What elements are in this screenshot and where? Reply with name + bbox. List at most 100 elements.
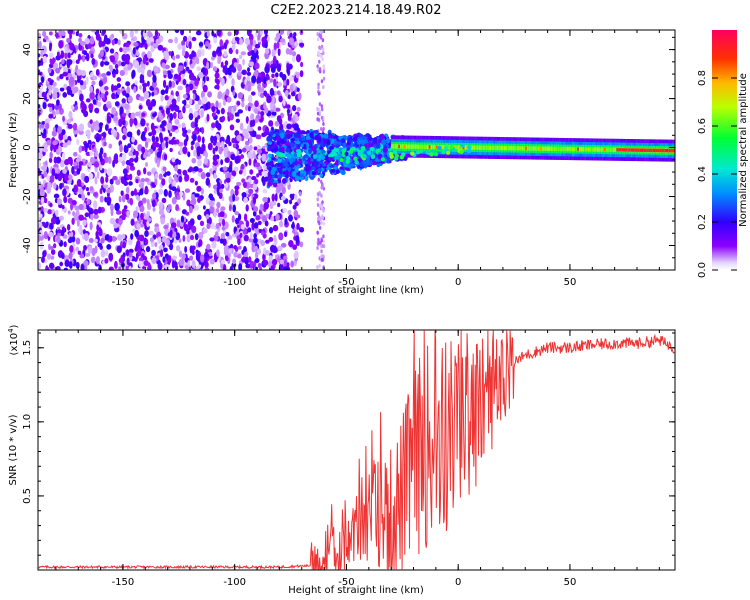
heatmap-cell — [188, 72, 195, 81]
heatmap-cell — [104, 86, 109, 91]
heatmap-cell — [150, 98, 157, 107]
heatmap-cell — [137, 65, 142, 73]
heatmap-cell — [317, 50, 320, 55]
heatmap-cell — [69, 32, 72, 40]
heatmap-cell — [415, 149, 421, 155]
heatmap-cell — [194, 117, 199, 124]
heatmap-cell — [401, 152, 406, 157]
heatmap-cell — [142, 56, 147, 65]
heatmap-cell — [64, 46, 68, 54]
heatmap-cell — [232, 36, 236, 44]
heatmap-cell — [274, 72, 279, 78]
heatmap-cell — [130, 146, 134, 153]
heatmap-cell — [391, 144, 394, 149]
heatmap-cell — [163, 263, 170, 270]
heatmap-cell — [211, 136, 215, 142]
heatmap-cell — [106, 104, 112, 109]
heatmap-cell — [273, 234, 277, 243]
heatmap-cell — [227, 105, 233, 113]
heatmap-cell — [611, 147, 614, 152]
heatmap-cell — [100, 249, 106, 258]
heatmap-cell — [57, 126, 63, 134]
heatmap-cell — [263, 90, 268, 97]
heatmap-cell — [85, 53, 90, 62]
heatmap-cell — [256, 148, 263, 154]
heatmap-cell — [265, 239, 270, 244]
heatmap-cell — [296, 214, 301, 219]
heatmap-cell — [189, 234, 195, 241]
heatmap-cell — [670, 148, 673, 153]
heatmap-cell — [82, 55, 86, 63]
heatmap-cell — [90, 30, 97, 33]
heatmap-cell — [245, 263, 251, 269]
heatmap-cell — [248, 237, 254, 243]
heatmap-cell — [121, 98, 126, 104]
heatmap-cell — [67, 118, 71, 124]
heatmap-cell — [283, 255, 288, 261]
heatmap-cell — [400, 144, 403, 149]
heatmap-cell — [114, 101, 120, 107]
heatmap-cell — [382, 147, 388, 153]
heatmap-cell — [412, 144, 415, 149]
heatmap-cell — [318, 67, 322, 72]
heatmap-cell — [286, 262, 290, 268]
heatmap-cell — [194, 78, 199, 87]
heatmap-cell — [78, 203, 84, 211]
heatmap-cell — [233, 245, 238, 250]
heatmap-cell — [41, 120, 46, 125]
heatmap-cell — [53, 193, 60, 199]
heatmap-cell — [238, 54, 243, 60]
heatmap-cell — [367, 134, 372, 139]
heatmap-cell — [316, 197, 319, 202]
heatmap-cell — [193, 110, 198, 118]
heatmap-cell — [210, 222, 215, 230]
heatmap-cell — [136, 223, 141, 228]
heatmap-cell — [316, 106, 319, 111]
heatmap-cell — [71, 166, 75, 175]
heatmap-cell — [336, 141, 342, 145]
heatmap-cell — [202, 84, 208, 93]
heatmap-cell — [294, 193, 298, 201]
heatmap-cell — [441, 149, 446, 155]
heatmap-cell — [184, 188, 191, 193]
heatmap-cell — [668, 148, 671, 153]
heatmap-cell — [49, 202, 53, 208]
heatmap-cell — [191, 250, 195, 255]
heatmap-cell — [41, 91, 46, 98]
heatmap-cell — [154, 30, 159, 38]
heatmap-cell — [366, 150, 372, 156]
heatmap-cell — [573, 146, 576, 152]
heatmap-cell — [187, 151, 191, 158]
heatmap-cell — [169, 229, 173, 238]
heatmap-cell — [119, 144, 123, 153]
heatmap-cell — [227, 235, 233, 240]
heatmap-cell — [544, 146, 547, 151]
heatmap-cell — [605, 147, 608, 152]
heatmap-cell — [54, 209, 59, 217]
heatmap-cell — [671, 148, 675, 153]
heatmap-cell — [628, 148, 632, 152]
heatmap-cell — [247, 106, 251, 112]
heatmap-cell — [51, 168, 56, 177]
heatmap-cell — [319, 240, 322, 245]
heatmap-cell — [527, 146, 530, 151]
heatmap-cell — [182, 192, 186, 201]
heatmap-cell — [213, 209, 217, 218]
heatmap-cell — [316, 202, 320, 207]
heatmap-cell — [92, 192, 98, 197]
heatmap-cell — [169, 243, 174, 251]
heatmap-cell — [237, 63, 242, 72]
heatmap-cell — [125, 47, 130, 52]
heatmap-cell — [265, 213, 270, 218]
heatmap-cell — [89, 150, 94, 156]
heatmap-cell — [129, 197, 134, 206]
heatmap-cell — [61, 252, 65, 260]
heatmap-cell — [262, 196, 268, 203]
heatmap-cell — [89, 119, 93, 125]
heatmap-cell — [111, 107, 117, 115]
heatmap-cell — [295, 140, 301, 145]
heatmap-cell — [126, 59, 130, 65]
heatmap-cell — [265, 249, 270, 256]
heatmap-cell — [271, 111, 277, 116]
heatmap-cell — [269, 78, 274, 83]
